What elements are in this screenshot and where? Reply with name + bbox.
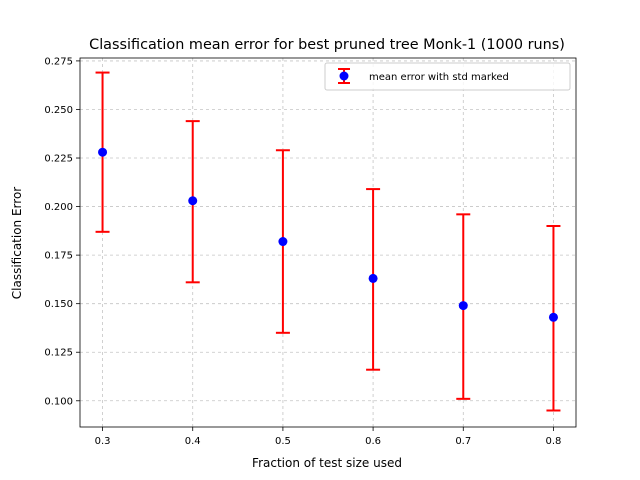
legend-frame [324, 62, 571, 91]
data-point [368, 273, 378, 283]
errorbars [95, 71, 561, 412]
y-tick-label: 0.125 [44, 348, 73, 359]
ticks: 0.3 0.4 0.5 0.6 0.7 0.8 0.100 0.125 0.150 0.175 0.… [44, 56, 561, 447]
x-tick-label: 0.3 [95, 436, 111, 447]
chart-title: Classification mean error for best prune… [89, 37, 565, 53]
x-axis-label: Fraction of test size used [252, 456, 402, 470]
y-tick-label: 0.175 [44, 251, 73, 262]
plot-frame [79, 57, 577, 428]
data-point [548, 312, 558, 322]
legend-marker [339, 71, 349, 81]
grid [80, 58, 576, 427]
y-tick-label: 0.250 [44, 105, 73, 116]
x-tick-label: 0.4 [185, 436, 201, 447]
legend: mean error with std marked [324, 62, 571, 91]
data-point [278, 237, 288, 247]
legend-label: mean error with std marked [369, 72, 509, 83]
legend-swatch-icon [338, 68, 350, 84]
x-tick-label: 0.7 [455, 436, 471, 447]
x-tick-label: 0.6 [365, 436, 381, 447]
y-tick-label: 0.200 [44, 202, 73, 213]
data-point [188, 196, 198, 206]
axes [79, 57, 577, 428]
y-axis-label: Classification Error [10, 187, 24, 300]
data-point [458, 301, 468, 311]
x-tick-label: 0.5 [275, 436, 291, 447]
x-tick-label: 0.8 [546, 436, 562, 447]
data-points [98, 147, 558, 322]
y-tick-label: 0.100 [44, 396, 73, 407]
y-tick-label: 0.275 [44, 56, 73, 67]
y-tick-label: 0.150 [44, 299, 73, 310]
data-point [98, 147, 108, 157]
y-tick-label: 0.225 [44, 154, 73, 165]
